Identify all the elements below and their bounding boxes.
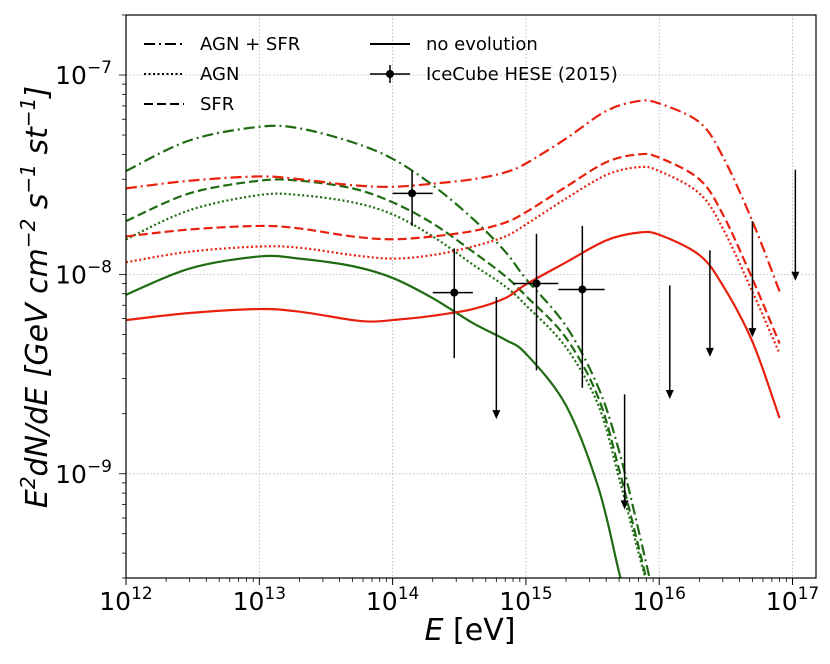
- x-tick-label: 1014: [366, 584, 419, 616]
- icecube-upper-limit: [620, 394, 629, 510]
- x-tick-label: 1015: [499, 584, 552, 616]
- legend: AGN + SFR AGN SFR no evolution IceCube HESE …: [144, 34, 618, 115]
- x-tick-label: 1012: [99, 584, 152, 616]
- icecube-upper-limit: [791, 169, 800, 281]
- icecube-point: [558, 225, 605, 388]
- y-tick-label: 10−7: [55, 58, 112, 90]
- x-tick-label: 1016: [632, 584, 685, 616]
- upper-limit-arrow: [492, 410, 501, 420]
- icecube-marker: [578, 285, 587, 294]
- icecube-upper-limit: [705, 250, 714, 357]
- legend-label: AGN + SFR: [200, 34, 300, 55]
- legend-item: no evolution: [370, 34, 538, 55]
- legend-label: no evolution: [426, 34, 538, 55]
- plot-frame: [125, 14, 817, 579]
- series-line-sfr-green: [126, 178, 648, 578]
- series-line-sfr-red: [126, 152, 781, 344]
- icecube-point: [392, 171, 433, 226]
- x-axis-label: E [eV]: [425, 613, 516, 648]
- legend-item: SFR: [144, 94, 234, 115]
- icecube-point: [432, 248, 473, 359]
- series-line-agn-red: [126, 165, 781, 355]
- y-tick-label: 10−9: [55, 457, 112, 489]
- series-line-agn-green: [126, 192, 647, 578]
- legend-label: SFR: [200, 94, 234, 115]
- icecube-upper-limit: [665, 285, 674, 399]
- legend-label: AGN: [200, 64, 239, 85]
- series-line-agn-sfr-green: [126, 124, 651, 578]
- series-line-agn-sfr-red: [126, 99, 781, 292]
- model-curves: [126, 99, 781, 578]
- icecube-marker: [408, 189, 417, 198]
- y-tick-label: 10−8: [55, 257, 112, 289]
- icecube-data: [392, 169, 800, 510]
- icecube-upper-limit: [492, 297, 501, 420]
- legend-marker: [386, 70, 394, 78]
- legend-item: IceCube HESE (2015): [370, 64, 618, 85]
- icecube-marker: [532, 279, 541, 288]
- grid-lines: [125, 15, 816, 578]
- axis-ticks: 1012 1013 1014 1015 1016 1017 10−9 10−8 10−7: [55, 14, 819, 616]
- icecube-marker: [450, 288, 459, 297]
- icecube-point: [512, 233, 559, 371]
- legend-label: IceCube HESE (2015): [426, 64, 618, 85]
- icecube-upper-limit: [748, 221, 757, 338]
- x-tick-label: 1017: [766, 584, 819, 616]
- legend-item: AGN: [144, 64, 239, 85]
- upper-limit-arrow: [665, 389, 674, 399]
- upper-limit-arrow: [620, 500, 629, 510]
- upper-limit-arrow: [791, 271, 800, 281]
- y-axis-label: E2dN/dE [GeV cm−2 s−1 st−1]: [16, 86, 55, 508]
- legend-item: AGN + SFR: [144, 34, 300, 55]
- series-line-no-evolution-green: [126, 254, 622, 578]
- x-tick-label: 1013: [233, 584, 286, 616]
- upper-limit-arrow: [705, 347, 714, 357]
- upper-limit-arrow: [748, 328, 757, 338]
- series-line-no-evolution-red: [126, 230, 781, 419]
